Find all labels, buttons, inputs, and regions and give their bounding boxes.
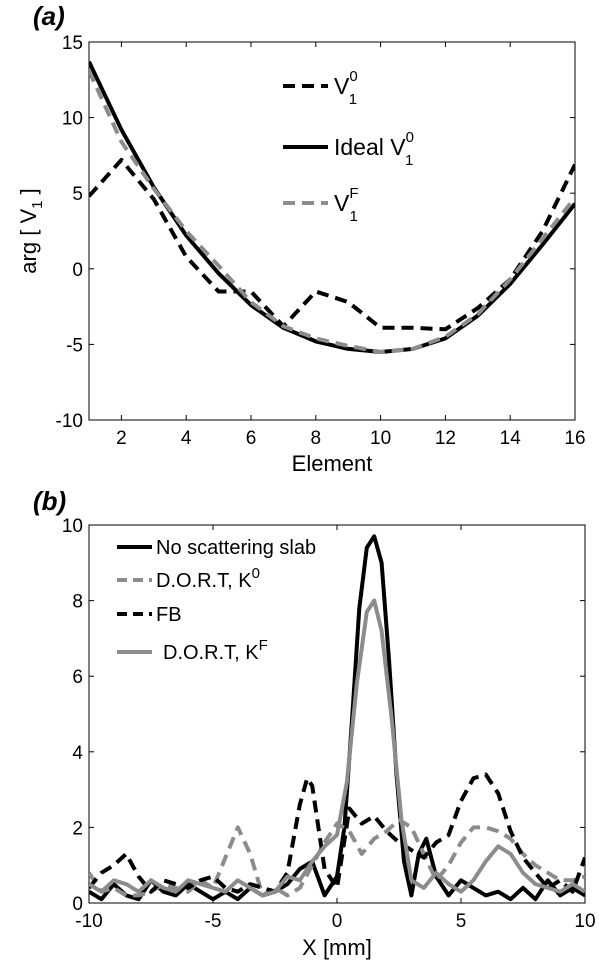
panel-b-x-tick-label: 0 [332,911,343,932]
legend-b-entry-3: FB [156,604,182,626]
legend-b-entry-2: D.O.R.T, K0 [156,565,260,592]
panel-a-axes-box [88,41,576,421]
panel-b-series-line-1 [89,534,585,902]
panel-a-x-tick-label: 14 [500,428,522,449]
panel-a-y-axis-label-close: ] [16,188,41,200]
panel-a-y-tick-label: 5 [72,184,83,205]
panel-b: (b) 10 8 6 4 2 0 -10 -5 0 5 10 X [mm] No scatteri… [33,486,596,960]
panel-a-y-ticks: 15 10 5 0 -5 -10 [56,33,575,432]
panel-b-x-ticks: -10 -5 0 5 10 [75,525,596,932]
panel-a-y-axis-label: arg [ V1 ] [16,188,46,273]
panel-b-series-line-4 [89,598,585,898]
panel-a-y-tick-label: 0 [72,260,83,281]
panel-a-y-tick-label: 15 [62,33,83,54]
panel-b-x-tick-label: 5 [456,911,467,932]
panel-a-x-tick-label: 10 [370,428,391,449]
panel-b-legend: No scattering slab D.O.R.T, K0 FB D.O.R.… [117,537,316,664]
panel-b-x-tick-label: 10 [574,911,595,932]
panel-a-x-tick-label: 8 [311,428,322,449]
panel-a-y-tick-label: -5 [66,335,83,356]
panel-a-x-tick-label: 16 [564,428,585,449]
panel-b-x-tick-label: -5 [205,911,222,932]
panel-b-x-axis-label: X [mm] [302,935,372,960]
panel-b-axes-box [88,524,586,904]
panel-a-x-axis-label: Element [292,451,373,476]
panel-a-legend: V0 1 Ideal V0 1 VF 1 [283,68,414,225]
panel-b-series [89,534,585,902]
legend-a-entry-1: V0 1 [334,68,358,108]
panel-b-y-tick-label: 10 [62,516,83,537]
panel-a-series [89,60,575,354]
panel-a-x-tick-label: 2 [116,428,127,449]
panel-b-y-tick-label: 4 [72,743,83,764]
panel-a-x-tick-label: 4 [181,428,192,449]
panel-b-y-tick-label: 8 [72,592,83,613]
panel-b-y-tick-label: 2 [72,818,83,839]
panel-b-series-line-3 [89,772,585,894]
panel-a-series-line-3 [89,69,575,354]
panel-b-x-tick-label: -10 [75,911,102,932]
panel-b-y-ticks: 10 8 6 4 2 0 [62,516,585,915]
panel-b-y-tick-label: 6 [72,667,83,688]
panel-a-x-tick-label: 12 [435,428,456,449]
panel-b-label: (b) [33,486,66,516]
legend-a-entry-2: Ideal V0 1 [334,129,414,169]
panel-a-y-axis-label-main: arg [ V [16,209,41,274]
panel-a-x-tick-label: 6 [246,428,257,449]
panel-a-y-tick-label: -10 [56,411,83,432]
panel-a-y-tick-label: 10 [62,109,83,130]
panel-b-series-line-2 [89,817,585,898]
panel-a-series-line-1 [89,157,575,332]
legend-b-entry-4: D.O.R.T, KF [163,637,268,664]
panel-a-y-axis-label-sub: 1 [29,201,46,209]
panel-a-label: (a) [33,1,65,31]
panel-a-x-ticks: 2 4 6 8 10 12 14 16 [116,42,586,449]
panel-b-y-tick-label: 0 [72,894,83,915]
legend-b-entry-1: No scattering slab [156,537,316,559]
legend-a-entry-3: VF 1 [334,185,359,225]
panel-a: (a) 15 10 5 0 -5 -10 2 4 6 8 10 12 14 16 Element arg… [16,1,586,476]
